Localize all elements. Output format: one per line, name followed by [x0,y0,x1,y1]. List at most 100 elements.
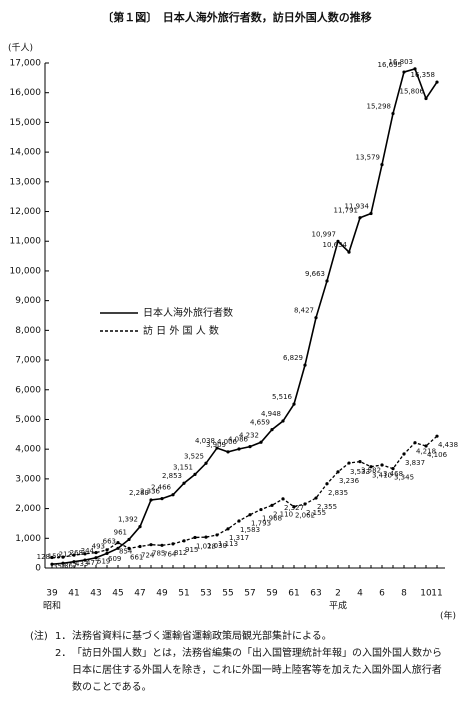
x-tick-label: 11 [431,589,442,599]
data-label: 8,427 [294,307,314,315]
data-label: 663 [103,537,116,545]
point [226,527,230,531]
point [127,546,131,550]
data-label: 3,345 [394,474,414,482]
point [204,461,208,465]
series-line [51,435,438,559]
data-label: 4,106 [427,451,448,459]
data-label: 13,579 [356,154,381,162]
point [138,544,142,549]
data-label: 493 [92,542,105,550]
data-label: 4,086 [228,436,249,444]
point [138,525,142,529]
data-label: 212 [59,551,72,559]
data-label: 764 [163,550,177,558]
data-label: 353 [53,563,66,571]
data-label: 4,232 [239,431,259,439]
data-label: 519 [97,558,110,566]
data-label: 16,695 [378,61,403,69]
data-label: 3,837 [405,459,425,467]
data-label: 2,336 [140,488,161,496]
point [369,465,373,469]
point [325,482,329,486]
era-label: 昭和 [43,601,61,612]
data-label: 128 [37,553,50,561]
data-label: 1,039 [207,542,227,550]
data-label: 4,948 [261,410,281,418]
y-tick-label: 16,000 [10,88,42,98]
point [424,444,428,448]
point [226,450,230,454]
data-label: 1,968 [262,515,282,523]
point [347,250,351,254]
note-line: 日本に居住する外国人を除き，これに外国一時上陸客等を加えた入国外国人旅行者 [72,663,442,676]
data-label: 785 [152,550,165,558]
data-label: 2,355 [317,503,337,511]
data-label: 661 [130,553,143,561]
point [347,461,351,465]
point [127,537,131,542]
point [292,402,296,406]
point [281,419,285,423]
x-tick-label: 49 [156,589,168,599]
point [358,216,362,220]
data-label: 4,038 [195,437,215,445]
data-label: 159 [48,552,61,560]
point [325,279,329,283]
point [215,446,219,450]
point [270,428,274,432]
data-label: 1,028 [196,542,216,550]
point [105,551,109,555]
x-tick-label: 43 [90,589,101,599]
x-tick-label: 51 [178,589,189,599]
x-tick-label: 57 [244,589,255,599]
point [61,561,65,565]
point [248,445,252,449]
note-head: (注) [30,629,48,642]
x-tick-label: 41 [68,589,79,599]
data-label: 4,006 [217,438,238,446]
y-tick-label: 15,000 [10,118,42,128]
point [105,548,109,552]
data-label: 15,806 [400,87,425,95]
point [314,496,318,500]
data-label: 433 [75,560,88,568]
data-label: 477 [86,559,99,567]
point [369,211,373,216]
point [281,497,285,501]
point [182,539,186,543]
era-label: 平成 [329,600,347,612]
y-tick-label: 17,000 [10,59,42,69]
y-tick-label: 10,000 [10,266,42,276]
x-tick-label: 2 [335,589,341,599]
point [50,555,54,560]
data-label: 854 [119,548,133,556]
point [215,533,219,537]
note-line: 「訪日外国人数」とは，法務省編集の「出入国管理統計年報」の入国外国人数から [72,646,442,659]
point [204,535,208,539]
data-label: 1,113 [218,540,238,548]
point [259,440,263,444]
point [116,546,120,550]
point [391,111,395,116]
x-tick-label: 10 [420,589,432,599]
data-label: 3,582 [361,467,381,475]
data-label: 11,791 [334,207,359,215]
data-label: 3,525 [184,452,204,460]
point [50,562,54,566]
data-label: 1,392 [118,516,138,524]
series-line [51,67,438,565]
point [83,558,87,562]
data-label: 4,218 [416,448,436,456]
y-tick-label: 6,000 [15,385,41,395]
point [193,535,197,540]
point [94,550,98,555]
point [61,555,65,559]
data-label: 5,516 [272,393,293,401]
x-tick-label: 4 [357,589,363,599]
point [358,459,362,464]
point [380,463,384,467]
note-line: 法務省資料に基づく運輸省運輸政策局観光部集計による。 [72,629,332,642]
x-tick-label: 8 [401,589,407,599]
